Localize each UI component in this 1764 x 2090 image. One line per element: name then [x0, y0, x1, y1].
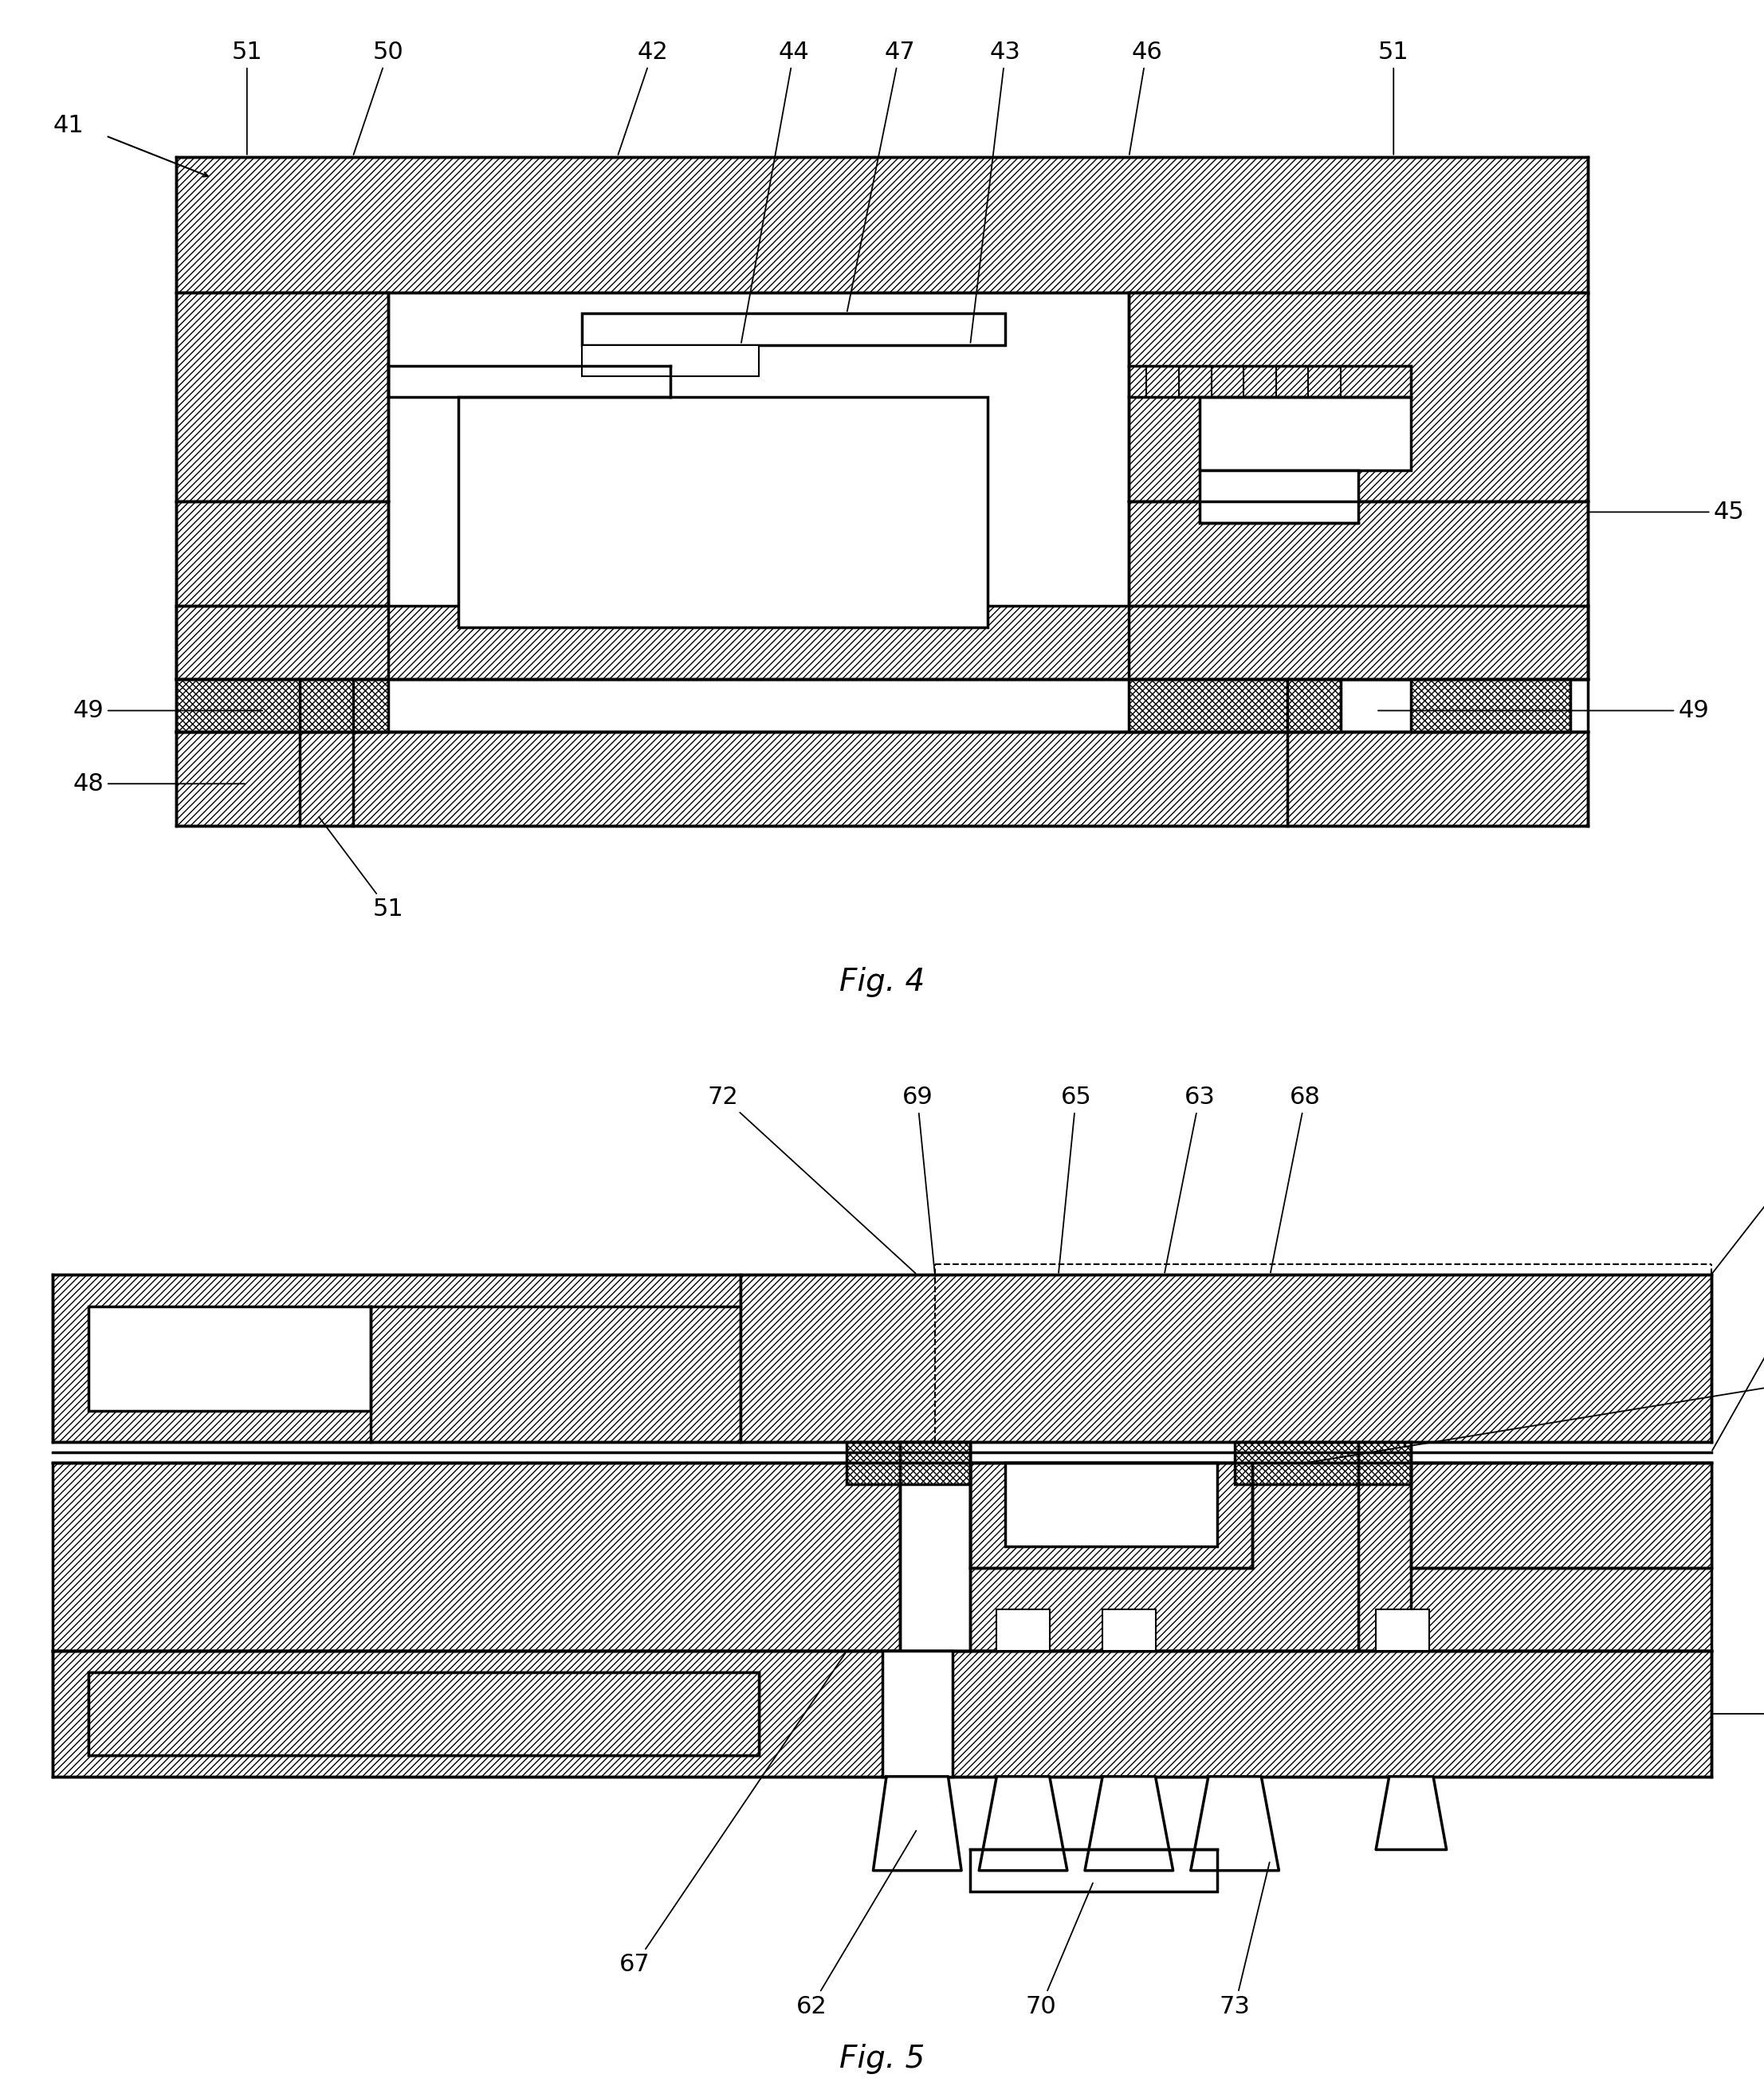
Text: 51: 51	[319, 817, 404, 922]
Bar	[88, 1306, 370, 1411]
Text: 64: 64	[1713, 1252, 1764, 1450]
Text: 70: 70	[1025, 1883, 1094, 2019]
Bar	[176, 502, 388, 679]
Text: 67: 67	[619, 1653, 845, 1977]
Bar	[1102, 1609, 1155, 1651]
Bar	[88, 1672, 759, 1756]
Bar	[582, 314, 1005, 345]
Bar	[882, 1651, 953, 1776]
Polygon shape	[979, 1776, 1067, 1871]
Polygon shape	[1085, 1776, 1173, 1871]
Text: 65: 65	[1058, 1085, 1092, 1273]
Text: 42: 42	[617, 40, 669, 155]
Text: 62: 62	[796, 1831, 916, 2019]
Text: 63: 63	[1164, 1085, 1215, 1273]
Bar	[1411, 1463, 1711, 1568]
Bar	[176, 606, 1588, 679]
Bar	[1129, 293, 1588, 502]
Polygon shape	[1376, 1776, 1446, 1850]
Bar	[176, 679, 388, 731]
Bar	[900, 1442, 970, 1651]
Text: 50: 50	[353, 40, 404, 155]
Bar	[1005, 1463, 1217, 1547]
Text: 61: 61	[1713, 1701, 1764, 1726]
Text: Fig. 4: Fig. 4	[840, 968, 924, 997]
Text: 41: 41	[53, 113, 85, 138]
Bar	[1129, 679, 1341, 731]
Text: 43: 43	[970, 40, 1021, 343]
Bar	[1411, 679, 1570, 731]
Bar	[53, 1275, 741, 1442]
Polygon shape	[1191, 1776, 1279, 1871]
Text: 49: 49	[1378, 698, 1709, 723]
Bar	[741, 1275, 1711, 1442]
Text: 45: 45	[1589, 500, 1745, 525]
Text: 69: 69	[901, 1085, 935, 1273]
Bar	[53, 1651, 1711, 1776]
Text: 47: 47	[847, 40, 916, 311]
Bar	[1235, 1442, 1411, 1484]
Text: Fig. 5: Fig. 5	[840, 2044, 924, 2073]
Text: 48: 48	[72, 771, 245, 796]
Bar	[88, 1672, 759, 1756]
Bar	[1200, 397, 1411, 470]
Text: 49: 49	[72, 698, 263, 723]
Bar	[1129, 502, 1588, 679]
Text: 51: 51	[1378, 40, 1409, 155]
Text: 68: 68	[1270, 1085, 1321, 1273]
Text: 51: 51	[231, 40, 263, 155]
Bar	[582, 345, 759, 376]
Text: 73: 73	[1219, 1862, 1270, 2019]
Bar	[176, 731, 1588, 826]
Bar	[53, 1463, 1711, 1651]
Bar	[459, 397, 988, 627]
Text: 44: 44	[741, 40, 810, 343]
Bar	[176, 157, 1588, 293]
Text: 46: 46	[1129, 40, 1162, 155]
Bar	[847, 1442, 970, 1484]
Polygon shape	[873, 1776, 961, 1871]
Bar	[970, 1850, 1217, 1891]
Text: 66: 66	[1713, 1127, 1764, 1273]
Bar	[970, 1463, 1252, 1568]
Text: 72: 72	[707, 1085, 916, 1273]
Bar	[997, 1609, 1050, 1651]
Bar	[176, 293, 388, 502]
Bar	[1200, 470, 1358, 522]
Text: 67: 67	[1307, 1367, 1764, 1463]
Bar	[1376, 1609, 1429, 1651]
